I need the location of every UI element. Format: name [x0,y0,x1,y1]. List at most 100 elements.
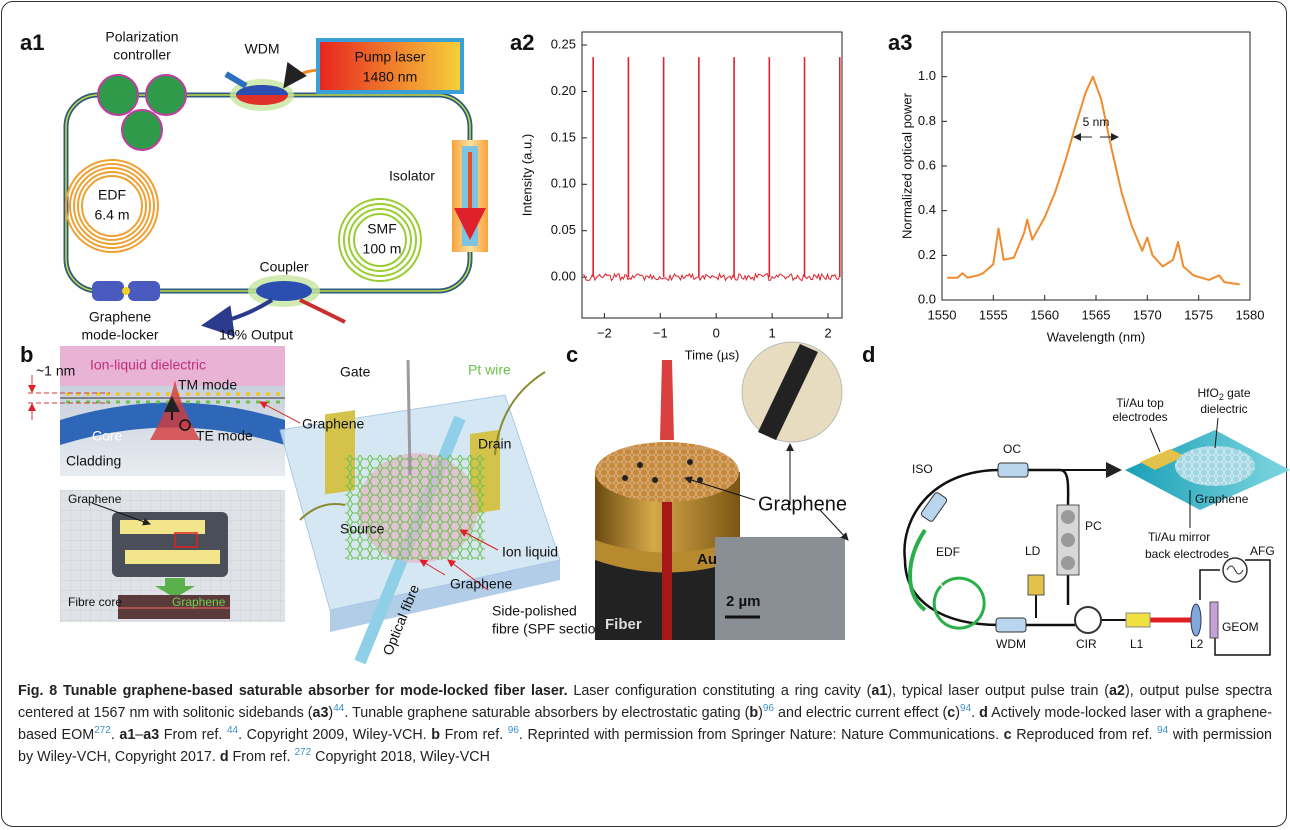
l1 [1125,612,1151,628]
decoration [65,159,159,253]
graphene-area [1175,446,1255,486]
coupler [256,281,312,301]
highlight [174,532,198,548]
caption-text: ) [328,705,334,721]
x-tick-label: 2 [824,325,831,340]
oc [997,462,1029,478]
label: Pt wire [468,362,511,378]
decoration [1061,510,1075,524]
label: gate [1224,386,1251,400]
pointer [1214,417,1219,449]
pointer [684,476,756,501]
ref: 94 [960,703,972,715]
label: EDF [936,545,960,559]
caption-text: and electric current effect ( [774,705,948,721]
x-tick-label: 1565 [1082,307,1111,322]
drain-wire [494,371,546,456]
label: TM mode [178,377,237,393]
y-tick-label: 0.05 [551,222,576,237]
panel-label: b [20,342,33,367]
output-arrow [201,298,274,337]
label: Isolator [389,168,435,184]
decoration [338,198,422,282]
label: back electrodes [1145,547,1229,561]
label: Ion-liquid dielectric [90,357,206,373]
pointer [819,509,849,541]
panel-label: d [862,342,875,367]
label: 100 m [363,241,402,257]
label: Side-polished [492,603,577,619]
y-tick-label: 0.4 [918,202,936,217]
graphene-spot [122,287,130,295]
x-tick-label: 1560 [1030,307,1059,322]
caption-text: ), output pulse spectra centered at 1567… [18,683,1272,721]
wdm-port [224,71,248,89]
label: Core [92,428,123,444]
caption-text: From ref. [440,727,508,743]
label: Pump laser [355,49,426,65]
ion-liquid [60,346,285,386]
label: Polarization [105,29,178,45]
caption-text: Laser configuration constituting a ring … [567,683,872,699]
y-tick-label: 1.0 [918,68,936,83]
electrode [125,550,220,564]
decoration [1061,533,1075,547]
label: LD [1025,544,1041,558]
caption-text: Actively mode-locked laser with a graphe… [18,705,1272,743]
label: Graphene [172,595,226,609]
x-axis-label: Time (µs) [685,347,740,362]
label: Source [340,521,385,537]
decoration [353,213,407,267]
fiber [1028,468,1070,506]
label: CIR [1076,637,1097,651]
caption-text: d [979,705,988,721]
pointer [1149,427,1161,453]
caption-text: . Reprinted with permission from Springe… [518,727,1004,743]
label: GEOM [1222,620,1259,634]
decoration [652,477,658,483]
te-symbol [179,419,191,431]
label: SMF [367,221,397,237]
ref: 272 [294,747,312,759]
label: WDM [996,637,1026,651]
geom [1209,601,1219,639]
label: controller [113,47,171,63]
decoration [637,462,643,468]
caption-text: b [431,727,440,743]
caption-text: d [219,749,229,765]
source-wire [299,503,346,521]
ld [1027,574,1045,596]
label: 2 [1219,392,1224,402]
plot-frame [941,31,1251,301]
label: Graphene [758,493,847,515]
y-axis-label: Normalized optical power [899,92,914,239]
annotation: 5 nm [1083,115,1110,129]
spectrum [947,75,1240,286]
caption-text: From ref. [228,749,295,765]
label: Drain [478,436,511,452]
caption-text: . Copyright 2009, Wiley-VCH. [238,727,432,743]
electrode [120,520,205,534]
label: ~1 nm [36,363,75,379]
ref: 96 [507,725,519,737]
x-tick-label: −2 [597,325,612,340]
noise [582,272,840,282]
label: 2 µm [726,593,761,610]
label: electrodes [1112,410,1167,424]
panel-label: a3 [888,30,912,55]
caption-text: a1 [119,727,136,743]
caption-text: Copyright 2018, Wiley-VCH [311,749,490,765]
x-tick-label: 1580 [1236,307,1265,322]
ref: 44 [333,703,345,715]
x-tick-label: 1550 [928,307,957,322]
caption-text: a3 [143,727,160,743]
label: L1 [1130,637,1144,651]
y-tick-label: 0.10 [551,176,576,191]
label: L2 [1190,637,1204,651]
d-labels: Ti/Au top electrodes HfO2 gate dielectri… [912,386,1275,651]
label: 6.4 m [94,207,129,223]
smf-coil [338,198,422,282]
wdm [236,85,288,95]
edf-coil [932,576,986,630]
